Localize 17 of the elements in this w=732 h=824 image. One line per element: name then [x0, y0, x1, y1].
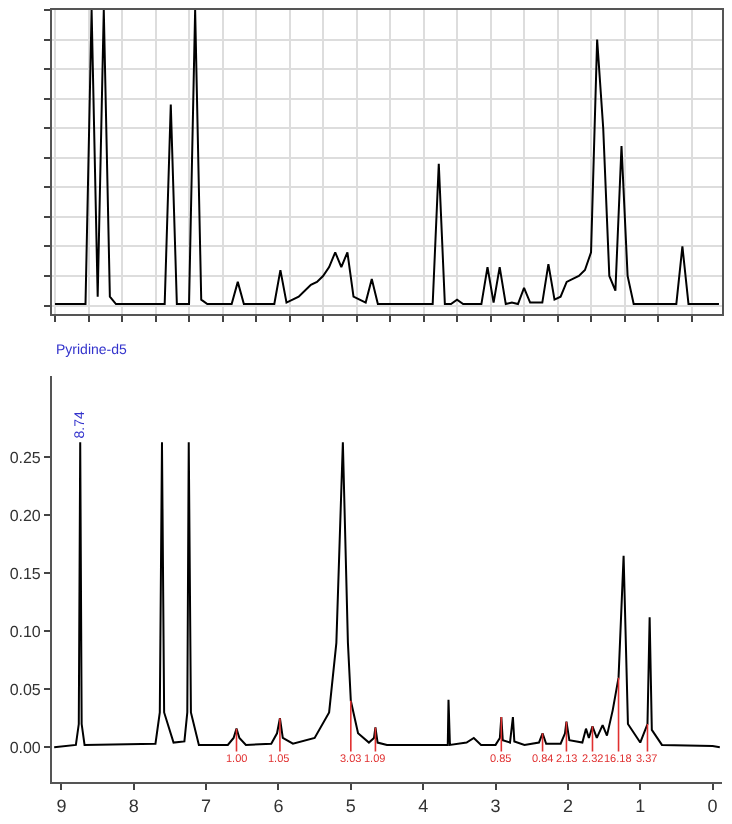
- x-tick-label: 8: [128, 795, 139, 816]
- y-tick-label: 0.20: [9, 506, 42, 525]
- y-tick-label: 0.05: [9, 680, 42, 699]
- x-tick-label: 6: [273, 795, 284, 816]
- y-tick-label: 0.00: [9, 738, 42, 757]
- x-tick-label: 5: [345, 795, 356, 816]
- x-tick-label: 7: [201, 795, 212, 816]
- x-tick-label: 3: [490, 795, 501, 816]
- x-tick-label: 9: [56, 795, 67, 816]
- y-tick-label: 0.10: [9, 622, 42, 641]
- line-series: [53, 441, 721, 749]
- y-tick-label: 0.25: [9, 448, 42, 467]
- x-tick-label: 4: [418, 795, 429, 816]
- x-tick-label: 2: [562, 795, 573, 816]
- x-tick-label: 0: [707, 795, 718, 816]
- y-tick-label: 0.15: [9, 564, 42, 583]
- x-tick-label: 1: [635, 795, 646, 816]
